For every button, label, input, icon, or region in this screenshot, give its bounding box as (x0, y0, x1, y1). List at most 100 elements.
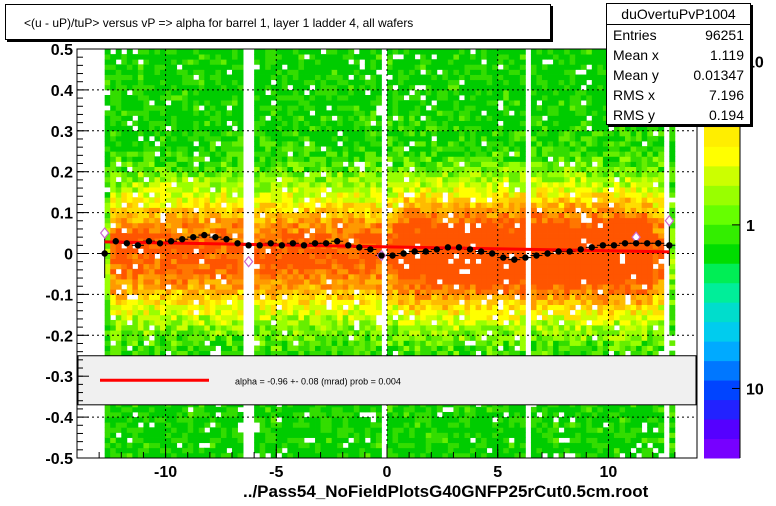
heatmap-cell (121, 156, 128, 162)
heatmap-cell (320, 437, 327, 444)
heatmap-cell (176, 89, 183, 96)
heatmap-cell (226, 335, 233, 341)
heatmap-cell (193, 110, 200, 116)
heatmap-cell (160, 197, 166, 203)
heatmap-cell (237, 294, 244, 300)
heatmap-cell (232, 345, 238, 352)
heatmap-cell (298, 452, 305, 459)
heatmap-cell (392, 263, 399, 270)
heatmap-cell (137, 130, 144, 137)
heatmap-cell (403, 427, 410, 433)
heatmap-cell (342, 105, 349, 111)
heatmap-cell (276, 141, 283, 147)
heatmap-cell (470, 330, 476, 336)
heatmap-cell (315, 299, 321, 306)
heatmap-cell (104, 156, 111, 162)
heatmap-cell (436, 115, 443, 121)
heatmap-cell (126, 248, 133, 254)
heatmap-cell (464, 284, 471, 290)
heatmap-cell (126, 146, 133, 152)
heatmap-cell (204, 309, 211, 316)
heatmap-cell (276, 437, 283, 444)
heatmap-cell (337, 59, 344, 65)
heatmap-cell (193, 335, 200, 341)
heatmap-cell (342, 100, 349, 106)
heatmap-cell (414, 217, 421, 224)
heatmap-cell (398, 207, 405, 213)
heatmap-cell (464, 233, 471, 239)
heatmap-cell (209, 330, 216, 336)
heatmap-cell (315, 125, 321, 132)
heatmap-cell (187, 314, 194, 321)
heatmap-cell (481, 120, 488, 127)
heatmap-cell (226, 345, 233, 352)
heatmap-cell (110, 187, 117, 193)
heatmap-cell (303, 166, 310, 173)
heatmap-cell (237, 100, 244, 106)
heatmap-cell (409, 176, 416, 183)
heatmap-cell (132, 202, 139, 208)
heatmap-cell (315, 417, 321, 423)
heatmap-cell (148, 202, 155, 208)
heatmap-cell (370, 212, 377, 219)
heatmap-cell (392, 319, 399, 326)
heatmap-cell (337, 263, 344, 270)
heatmap-cell (453, 411, 460, 418)
heatmap-cell (309, 314, 316, 321)
heatmap-cell (403, 84, 410, 91)
heatmap-cell (259, 263, 266, 270)
heatmap-cell (193, 345, 200, 352)
heatmap-cell (292, 263, 299, 270)
heatmap-cell (320, 273, 327, 280)
heatmap-cell (475, 207, 482, 213)
heatmap-cell (431, 64, 438, 70)
heatmap-cell (187, 437, 194, 444)
heatmap-cell (215, 417, 222, 423)
heatmap-cell (259, 233, 266, 239)
heatmap-cell (254, 248, 261, 254)
heatmap-cell (259, 74, 266, 81)
heatmap-cell (337, 330, 344, 336)
heatmap-cell (414, 115, 421, 121)
heatmap-cell (309, 222, 316, 229)
heatmap-cell (209, 176, 216, 183)
heatmap-cell (447, 411, 454, 418)
heatmap-cell (115, 325, 122, 331)
heatmap-cell (403, 309, 410, 316)
heatmap-cell (436, 432, 443, 438)
heatmap-cell (126, 325, 133, 331)
heatmap-cell (420, 212, 427, 219)
heatmap-cell (209, 309, 216, 316)
heatmap-cell (409, 279, 416, 285)
heatmap-cell (464, 146, 471, 152)
heatmap-cell (104, 279, 111, 285)
heatmap-cell (254, 217, 261, 224)
heatmap-cell (270, 156, 277, 162)
heatmap-cell (447, 54, 454, 60)
heatmap-cell (110, 417, 117, 423)
heatmap-cell (447, 197, 454, 203)
heatmap-cell (409, 437, 416, 444)
heatmap-cell (337, 335, 344, 341)
heatmap-cell (420, 417, 427, 423)
heatmap-cell (215, 325, 222, 331)
heatmap-cell (442, 238, 449, 244)
heatmap-cell (447, 452, 454, 459)
heatmap-cell (298, 141, 305, 147)
heatmap-cell (176, 217, 183, 224)
heatmap-cell (364, 447, 371, 454)
heatmap-cell (298, 110, 305, 116)
heatmap-cell (348, 345, 355, 352)
heatmap-cell (375, 89, 382, 96)
heatmap-cell (232, 294, 238, 300)
heatmap-cell (171, 432, 178, 438)
heatmap-cell (375, 84, 382, 91)
heatmap-cell (398, 156, 405, 162)
heatmap-cell (375, 411, 382, 418)
heatmap-cell (370, 273, 377, 280)
heatmap-cell (409, 95, 416, 101)
heatmap-cell (259, 279, 266, 285)
heatmap-cell (375, 59, 382, 65)
heatmap-cell (204, 130, 211, 137)
heatmap-cell (220, 110, 227, 116)
